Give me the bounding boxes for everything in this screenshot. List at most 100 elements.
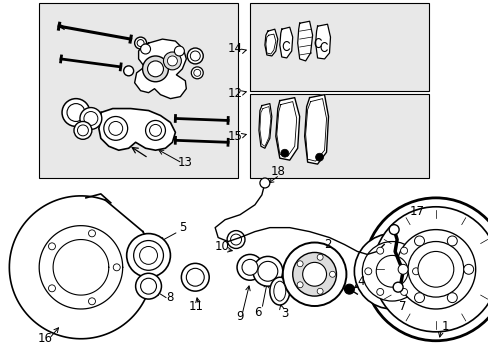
Circle shape xyxy=(412,268,419,275)
Text: 3: 3 xyxy=(281,307,288,320)
Circle shape xyxy=(463,264,473,274)
Polygon shape xyxy=(304,95,328,164)
Text: 1: 1 xyxy=(441,320,448,333)
Circle shape xyxy=(447,236,456,246)
Circle shape xyxy=(388,225,398,235)
Circle shape xyxy=(135,273,161,299)
Text: 13: 13 xyxy=(178,156,192,168)
Circle shape xyxy=(237,255,263,280)
Circle shape xyxy=(282,243,346,306)
Circle shape xyxy=(174,46,184,56)
Circle shape xyxy=(329,271,335,277)
Circle shape xyxy=(226,231,244,248)
Circle shape xyxy=(376,288,383,296)
Bar xyxy=(39,3,238,178)
Circle shape xyxy=(315,153,323,161)
Circle shape xyxy=(88,230,95,237)
Circle shape xyxy=(292,252,336,296)
Circle shape xyxy=(376,247,383,254)
Circle shape xyxy=(397,264,407,274)
Text: 6: 6 xyxy=(254,306,261,319)
Ellipse shape xyxy=(269,277,289,305)
Circle shape xyxy=(126,234,170,277)
Polygon shape xyxy=(297,21,312,61)
Circle shape xyxy=(113,264,120,271)
Circle shape xyxy=(230,234,241,245)
Circle shape xyxy=(142,56,168,82)
Text: 11: 11 xyxy=(188,300,203,312)
Circle shape xyxy=(80,108,102,129)
Circle shape xyxy=(62,99,90,126)
Text: 2: 2 xyxy=(323,238,330,251)
Text: 5: 5 xyxy=(178,221,185,234)
Circle shape xyxy=(297,261,303,267)
Circle shape xyxy=(190,51,200,61)
Circle shape xyxy=(181,264,209,291)
Circle shape xyxy=(362,242,421,301)
Polygon shape xyxy=(9,196,152,339)
Circle shape xyxy=(392,282,402,292)
Polygon shape xyxy=(258,104,271,148)
Circle shape xyxy=(242,260,257,275)
Circle shape xyxy=(302,262,326,286)
Polygon shape xyxy=(315,24,330,59)
Circle shape xyxy=(364,268,371,275)
Text: 9: 9 xyxy=(236,310,244,323)
Circle shape xyxy=(187,48,203,64)
Polygon shape xyxy=(275,98,299,160)
Circle shape xyxy=(149,125,161,136)
Circle shape xyxy=(344,284,354,294)
Polygon shape xyxy=(134,39,186,99)
Circle shape xyxy=(145,121,165,140)
Text: 15: 15 xyxy=(227,130,242,143)
Text: 12: 12 xyxy=(227,87,242,100)
Circle shape xyxy=(400,288,407,296)
Circle shape xyxy=(108,121,122,135)
Text: 10: 10 xyxy=(214,240,229,253)
Circle shape xyxy=(354,234,429,309)
Circle shape xyxy=(317,254,323,260)
Text: 18: 18 xyxy=(270,165,285,177)
Polygon shape xyxy=(99,109,175,150)
Circle shape xyxy=(139,247,157,264)
Circle shape xyxy=(257,261,277,281)
Circle shape xyxy=(67,104,85,121)
Circle shape xyxy=(163,52,181,70)
Circle shape xyxy=(88,298,95,305)
Text: 4: 4 xyxy=(357,275,365,288)
Circle shape xyxy=(193,69,201,76)
Circle shape xyxy=(260,178,269,188)
Circle shape xyxy=(364,198,488,341)
Polygon shape xyxy=(279,27,292,58)
Circle shape xyxy=(134,37,146,49)
Circle shape xyxy=(417,251,453,287)
Circle shape xyxy=(147,61,163,77)
Circle shape xyxy=(252,256,282,286)
Circle shape xyxy=(447,293,456,303)
Circle shape xyxy=(414,293,424,303)
Text: 14: 14 xyxy=(227,41,242,54)
Circle shape xyxy=(395,230,475,309)
Text: 16: 16 xyxy=(38,332,53,345)
Text: 8: 8 xyxy=(166,291,174,303)
Bar xyxy=(249,94,428,178)
Circle shape xyxy=(317,288,323,294)
Circle shape xyxy=(77,125,88,136)
Circle shape xyxy=(137,40,144,46)
Circle shape xyxy=(103,117,127,140)
Text: 17: 17 xyxy=(408,205,424,218)
Polygon shape xyxy=(264,29,277,56)
Text: 7: 7 xyxy=(399,300,406,312)
Circle shape xyxy=(407,242,463,297)
Circle shape xyxy=(123,66,133,76)
Circle shape xyxy=(48,243,55,250)
Circle shape xyxy=(400,247,407,254)
Circle shape xyxy=(372,207,488,332)
Circle shape xyxy=(84,112,98,125)
Circle shape xyxy=(74,121,92,139)
Circle shape xyxy=(297,282,303,288)
Circle shape xyxy=(186,268,204,286)
Circle shape xyxy=(280,149,288,157)
Circle shape xyxy=(133,240,163,270)
Bar xyxy=(249,3,428,91)
